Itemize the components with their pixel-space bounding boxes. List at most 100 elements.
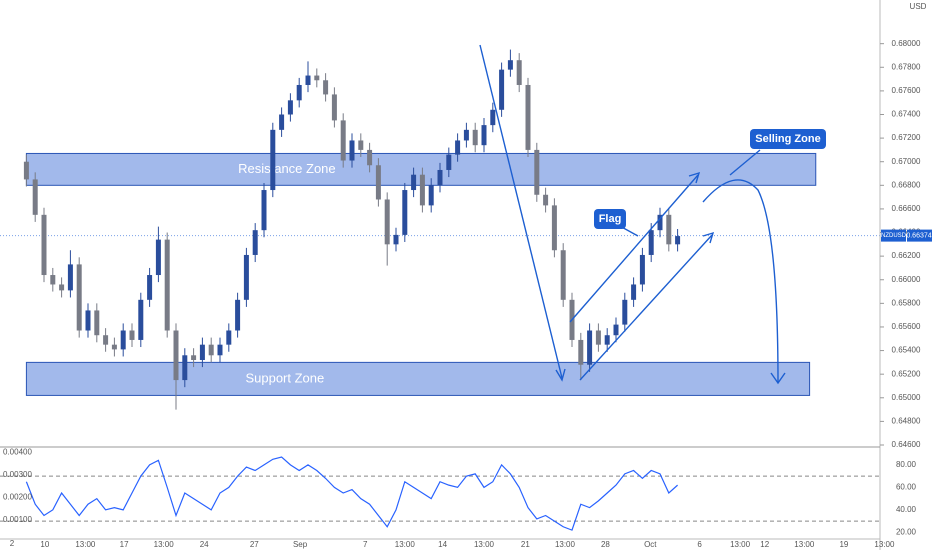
candle-body [164,239,170,331]
candle-body [516,60,522,85]
x-tick-label: 27 [250,540,259,549]
arrow-head [702,231,715,244]
x-tick-label: 21 [521,540,530,549]
x-tick-label: 13:00 [154,540,175,549]
trend-arrow [479,44,563,379]
symbol-tag [881,229,906,242]
y-tick-label: 0.65000 [892,393,921,402]
x-tick-label: 14 [438,540,447,549]
candle-body [103,335,109,345]
candle-body [525,84,531,150]
candle-body [507,60,513,70]
selling-label-box [750,129,826,149]
x-tick-label: 24 [200,540,209,549]
candle-body [59,284,65,291]
candle-body [587,330,593,365]
candle-body [41,214,47,276]
candle-body [23,161,29,180]
candle-body [349,140,355,161]
candle-body [578,339,584,365]
candle-body [235,299,241,331]
flag-label-box [594,209,626,229]
y-tick-label: 0.66400 [892,228,921,237]
zone-label: Resistance Zone [238,161,336,176]
candle-body [173,330,179,381]
candle-body [639,254,645,285]
x-tick-label: 13:00 [730,540,751,549]
candle-body [648,230,654,255]
x-tick-label: 12 [760,540,769,549]
indicator-left-tick-label: 0.00200 [3,493,32,502]
corner-label: 2 [10,539,15,548]
flag-channel [569,174,699,323]
y-tick-label: 0.66600 [892,204,921,213]
drawings [479,44,786,385]
x-tick-label: 13:00 [555,540,576,549]
y-tick-label: 0.68000 [892,39,921,48]
candle-body [675,236,681,245]
candle-body [226,330,232,345]
arrow-head [688,171,701,184]
candle-body [402,190,408,235]
candle-body [463,129,469,141]
zone-label: Support Zone [245,370,324,385]
y-tick-label: 0.67200 [892,133,921,142]
indicator-line [25,456,679,531]
candle-body [331,94,337,121]
zone [25,361,811,396]
candle-body [120,330,126,350]
x-tick-label: 13:00 [474,540,495,549]
candle-body [393,234,399,245]
indicator-left-tick-label: 0.00300 [3,470,32,479]
arrow-head [555,368,566,382]
candle-body [305,75,311,85]
candle-body [358,140,364,150]
candle-body [631,284,637,300]
candle-body [375,165,381,200]
indicator-left-tick-label: 0.00400 [3,448,32,457]
candles-layer [23,49,681,410]
candle-body [419,174,425,206]
candle-body [481,125,487,146]
candle-body [85,310,91,331]
candle-body [472,129,478,146]
candle-body [551,205,557,251]
candle-body [76,264,82,331]
candle-body [32,179,38,215]
x-tick-label: Sep [293,540,308,549]
x-tick-label: 13:00 [395,540,416,549]
candle-body [384,199,390,245]
indicator-tick-label: 20.00 [896,527,917,536]
candle-body [252,230,258,255]
x-tick-label: 28 [601,540,610,549]
candle-body [437,169,443,186]
x-tick-label: 13:00 [874,540,895,549]
candle-body [279,114,285,130]
x-tick-label: 19 [839,540,848,549]
candle-body [129,330,135,340]
x-tick-label: 13:00 [75,540,96,549]
symbol-tag-label: NZDUSD [881,233,907,239]
candle-body [138,299,144,340]
candle-body [67,264,73,291]
y-tick-label: 0.66000 [892,275,921,284]
candle-body [243,254,249,300]
candle-body [428,185,434,206]
flag-label: Flag [599,213,622,225]
x-tick-label: 13:00 [794,540,815,549]
arrow-head [770,372,786,385]
y-tick-label: 0.66800 [892,180,921,189]
x-tick-label: 7 [363,540,368,549]
y-tick-label: 0.67800 [892,62,921,71]
candle-body [657,214,663,231]
flag-channel [579,234,713,381]
price-axis-bg [880,0,932,550]
candle-body [411,174,417,191]
candle-body [323,80,329,95]
projection-arrow [702,179,779,383]
candle-body [261,190,267,231]
y-tick-label: 0.65800 [892,298,921,307]
